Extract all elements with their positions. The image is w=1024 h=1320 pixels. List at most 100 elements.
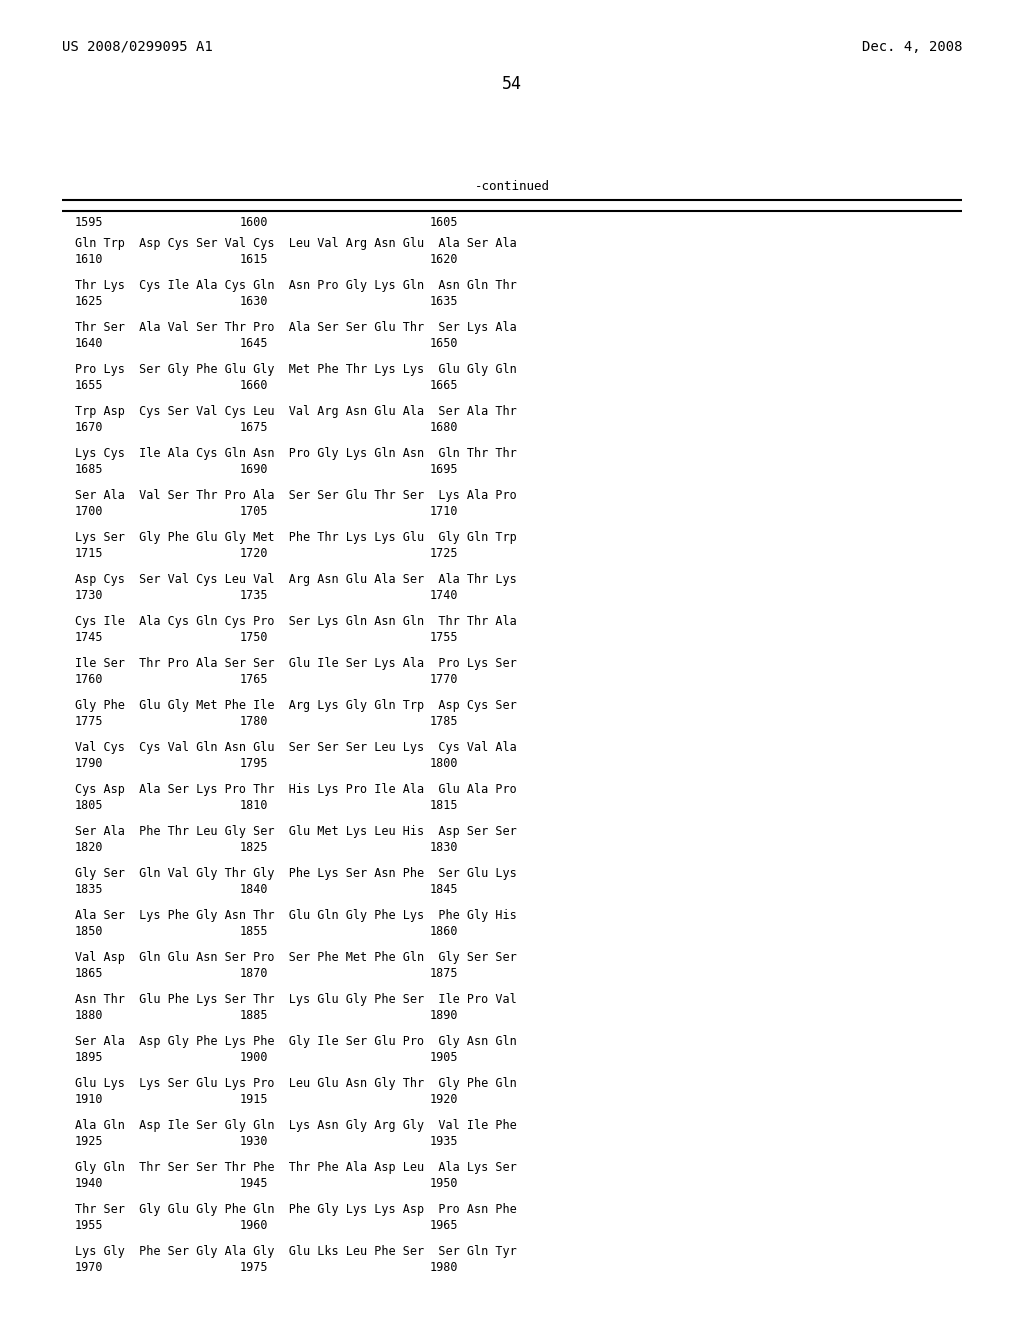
Text: Trp Asp  Cys Ser Val Cys Leu  Val Arg Asn Glu Ala  Ser Ala Thr: Trp Asp Cys Ser Val Cys Leu Val Arg Asn …	[75, 405, 517, 418]
Text: 1625: 1625	[75, 294, 103, 308]
Text: 1675: 1675	[240, 421, 268, 434]
Text: 1695: 1695	[430, 463, 459, 477]
Text: 1870: 1870	[240, 968, 268, 979]
Text: 1920: 1920	[430, 1093, 459, 1106]
Text: 54: 54	[502, 75, 522, 92]
Text: 1705: 1705	[240, 506, 268, 517]
Text: 1965: 1965	[430, 1218, 459, 1232]
Text: 1610: 1610	[75, 253, 103, 267]
Text: Gly Gln  Thr Ser Ser Thr Phe  Thr Phe Ala Asp Leu  Ala Lys Ser: Gly Gln Thr Ser Ser Thr Phe Thr Phe Ala …	[75, 1162, 517, 1173]
Text: 1605: 1605	[430, 216, 459, 228]
Text: 1820: 1820	[75, 841, 103, 854]
Text: Ala Gln  Asp Ile Ser Gly Gln  Lys Asn Gly Arg Gly  Val Ile Phe: Ala Gln Asp Ile Ser Gly Gln Lys Asn Gly …	[75, 1119, 517, 1133]
Text: 1810: 1810	[240, 799, 268, 812]
Text: 1980: 1980	[430, 1261, 459, 1274]
Text: 1665: 1665	[430, 379, 459, 392]
Text: Thr Ser  Ala Val Ser Thr Pro  Ala Ser Ser Glu Thr  Ser Lys Ala: Thr Ser Ala Val Ser Thr Pro Ala Ser Ser …	[75, 321, 517, 334]
Text: 1745: 1745	[75, 631, 103, 644]
Text: 1720: 1720	[240, 546, 268, 560]
Text: Gly Ser  Gln Val Gly Thr Gly  Phe Lys Ser Asn Phe  Ser Glu Lys: Gly Ser Gln Val Gly Thr Gly Phe Lys Ser …	[75, 867, 517, 880]
Text: 1880: 1880	[75, 1008, 103, 1022]
Text: 1905: 1905	[430, 1051, 459, 1064]
Text: Pro Lys  Ser Gly Phe Glu Gly  Met Phe Thr Lys Lys  Glu Gly Gln: Pro Lys Ser Gly Phe Glu Gly Met Phe Thr …	[75, 363, 517, 376]
Text: 1795: 1795	[240, 756, 268, 770]
Text: 1730: 1730	[75, 589, 103, 602]
Text: 1785: 1785	[430, 715, 459, 729]
Text: Gly Phe  Glu Gly Met Phe Ile  Arg Lys Gly Gln Trp  Asp Cys Ser: Gly Phe Glu Gly Met Phe Ile Arg Lys Gly …	[75, 700, 517, 711]
Text: 1865: 1865	[75, 968, 103, 979]
Text: Lys Ser  Gly Phe Glu Gly Met  Phe Thr Lys Lys Glu  Gly Gln Trp: Lys Ser Gly Phe Glu Gly Met Phe Thr Lys …	[75, 531, 517, 544]
Text: Ser Ala  Val Ser Thr Pro Ala  Ser Ser Glu Thr Ser  Lys Ala Pro: Ser Ala Val Ser Thr Pro Ala Ser Ser Glu …	[75, 488, 517, 502]
Text: 1930: 1930	[240, 1135, 268, 1148]
Text: Thr Ser  Gly Glu Gly Phe Gln  Phe Gly Lys Lys Asp  Pro Asn Phe: Thr Ser Gly Glu Gly Phe Gln Phe Gly Lys …	[75, 1203, 517, 1216]
Text: 1875: 1875	[430, 968, 459, 979]
Text: Dec. 4, 2008: Dec. 4, 2008	[861, 40, 962, 54]
Text: 1635: 1635	[430, 294, 459, 308]
Text: 1900: 1900	[240, 1051, 268, 1064]
Text: 1935: 1935	[430, 1135, 459, 1148]
Text: 1670: 1670	[75, 421, 103, 434]
Text: Glu Lys  Lys Ser Glu Lys Pro  Leu Glu Asn Gly Thr  Gly Phe Gln: Glu Lys Lys Ser Glu Lys Pro Leu Glu Asn …	[75, 1077, 517, 1090]
Text: 1835: 1835	[75, 883, 103, 896]
Text: Asp Cys  Ser Val Cys Leu Val  Arg Asn Glu Ala Ser  Ala Thr Lys: Asp Cys Ser Val Cys Leu Val Arg Asn Glu …	[75, 573, 517, 586]
Text: 1640: 1640	[75, 337, 103, 350]
Text: 1595: 1595	[75, 216, 103, 228]
Text: 1680: 1680	[430, 421, 459, 434]
Text: 1760: 1760	[75, 673, 103, 686]
Text: 1630: 1630	[240, 294, 268, 308]
Text: 1860: 1860	[430, 925, 459, 939]
Text: Lys Cys  Ile Ala Cys Gln Asn  Pro Gly Lys Gln Asn  Gln Thr Thr: Lys Cys Ile Ala Cys Gln Asn Pro Gly Lys …	[75, 447, 517, 459]
Text: Cys Asp  Ala Ser Lys Pro Thr  His Lys Pro Ile Ala  Glu Ala Pro: Cys Asp Ala Ser Lys Pro Thr His Lys Pro …	[75, 783, 517, 796]
Text: 1770: 1770	[430, 673, 459, 686]
Text: -continued: -continued	[474, 180, 550, 193]
Text: Gln Trp  Asp Cys Ser Val Cys  Leu Val Arg Asn Glu  Ala Ser Ala: Gln Trp Asp Cys Ser Val Cys Leu Val Arg …	[75, 238, 517, 249]
Text: 1955: 1955	[75, 1218, 103, 1232]
Text: 1740: 1740	[430, 589, 459, 602]
Text: Val Cys  Cys Val Gln Asn Glu  Ser Ser Ser Leu Lys  Cys Val Ala: Val Cys Cys Val Gln Asn Glu Ser Ser Ser …	[75, 741, 517, 754]
Text: 1940: 1940	[75, 1177, 103, 1191]
Text: 1845: 1845	[430, 883, 459, 896]
Text: Val Asp  Gln Glu Asn Ser Pro  Ser Phe Met Phe Gln  Gly Ser Ser: Val Asp Gln Glu Asn Ser Pro Ser Phe Met …	[75, 950, 517, 964]
Text: 1960: 1960	[240, 1218, 268, 1232]
Text: 1690: 1690	[240, 463, 268, 477]
Text: 1775: 1775	[75, 715, 103, 729]
Text: Asn Thr  Glu Phe Lys Ser Thr  Lys Glu Gly Phe Ser  Ile Pro Val: Asn Thr Glu Phe Lys Ser Thr Lys Glu Gly …	[75, 993, 517, 1006]
Text: 1615: 1615	[240, 253, 268, 267]
Text: 1850: 1850	[75, 925, 103, 939]
Text: 1800: 1800	[430, 756, 459, 770]
Text: 1655: 1655	[75, 379, 103, 392]
Text: 1790: 1790	[75, 756, 103, 770]
Text: 1885: 1885	[240, 1008, 268, 1022]
Text: Ser Ala  Asp Gly Phe Lys Phe  Gly Ile Ser Glu Pro  Gly Asn Gln: Ser Ala Asp Gly Phe Lys Phe Gly Ile Ser …	[75, 1035, 517, 1048]
Text: US 2008/0299095 A1: US 2008/0299095 A1	[62, 40, 213, 54]
Text: Ile Ser  Thr Pro Ala Ser Ser  Glu Ile Ser Lys Ala  Pro Lys Ser: Ile Ser Thr Pro Ala Ser Ser Glu Ile Ser …	[75, 657, 517, 671]
Text: 1925: 1925	[75, 1135, 103, 1148]
Text: 1765: 1765	[240, 673, 268, 686]
Text: 1725: 1725	[430, 546, 459, 560]
Text: 1805: 1805	[75, 799, 103, 812]
Text: 1815: 1815	[430, 799, 459, 812]
Text: 1945: 1945	[240, 1177, 268, 1191]
Text: 1910: 1910	[75, 1093, 103, 1106]
Text: Ser Ala  Phe Thr Leu Gly Ser  Glu Met Lys Leu His  Asp Ser Ser: Ser Ala Phe Thr Leu Gly Ser Glu Met Lys …	[75, 825, 517, 838]
Text: Lys Gly  Phe Ser Gly Ala Gly  Glu Lks Leu Phe Ser  Ser Gln Tyr: Lys Gly Phe Ser Gly Ala Gly Glu Lks Leu …	[75, 1245, 517, 1258]
Text: 1600: 1600	[240, 216, 268, 228]
Text: Thr Lys  Cys Ile Ala Cys Gln  Asn Pro Gly Lys Gln  Asn Gln Thr: Thr Lys Cys Ile Ala Cys Gln Asn Pro Gly …	[75, 279, 517, 292]
Text: 1710: 1710	[430, 506, 459, 517]
Text: 1650: 1650	[430, 337, 459, 350]
Text: 1825: 1825	[240, 841, 268, 854]
Text: 1735: 1735	[240, 589, 268, 602]
Text: Cys Ile  Ala Cys Gln Cys Pro  Ser Lys Gln Asn Gln  Thr Thr Ala: Cys Ile Ala Cys Gln Cys Pro Ser Lys Gln …	[75, 615, 517, 628]
Text: 1685: 1685	[75, 463, 103, 477]
Text: 1970: 1970	[75, 1261, 103, 1274]
Text: 1755: 1755	[430, 631, 459, 644]
Text: 1715: 1715	[75, 546, 103, 560]
Text: 1830: 1830	[430, 841, 459, 854]
Text: 1950: 1950	[430, 1177, 459, 1191]
Text: 1750: 1750	[240, 631, 268, 644]
Text: 1855: 1855	[240, 925, 268, 939]
Text: 1620: 1620	[430, 253, 459, 267]
Text: Ala Ser  Lys Phe Gly Asn Thr  Glu Gln Gly Phe Lys  Phe Gly His: Ala Ser Lys Phe Gly Asn Thr Glu Gln Gly …	[75, 909, 517, 921]
Text: 1890: 1890	[430, 1008, 459, 1022]
Text: 1975: 1975	[240, 1261, 268, 1274]
